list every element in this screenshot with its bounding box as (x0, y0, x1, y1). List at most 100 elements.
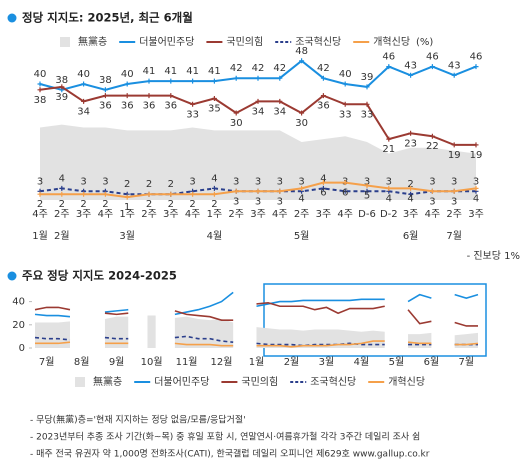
value-label: 2 (59, 199, 65, 210)
x-tick-label: 1주 (119, 209, 135, 220)
marker (408, 130, 414, 136)
marker (277, 188, 283, 194)
value-label: 36 (121, 101, 134, 112)
value-label: 3 (233, 176, 239, 187)
marker (429, 64, 435, 70)
value-label: 3 (255, 196, 261, 207)
marker (146, 78, 152, 84)
y-tick-label: 20 (12, 320, 25, 331)
annotation: - 진보당 1% (467, 250, 520, 262)
value-label: 2 (211, 199, 217, 210)
highlight-box (263, 283, 487, 357)
legend-label: 개혁신당 (373, 36, 410, 48)
month-label: 7월 (459, 356, 475, 368)
value-label: 3 (386, 176, 392, 187)
x-tick-label: 4주 (98, 209, 114, 220)
value-label: 4 (407, 193, 413, 204)
month-label: 11월 (176, 356, 198, 368)
value-label: 3 (451, 176, 457, 187)
marker (190, 191, 196, 197)
value-label: 6 (342, 188, 348, 199)
marker (255, 188, 261, 194)
x-tick-label: 4주 (337, 209, 353, 220)
value-label: 41 (164, 66, 177, 77)
value-label: 39 (361, 72, 374, 83)
value-label: 2 (102, 199, 108, 210)
y-tick-label: 0 (19, 343, 25, 354)
month-label: 7월 (39, 356, 55, 368)
value-label: 36 (317, 101, 330, 112)
month-label: 12월 (211, 356, 233, 368)
x-tick-label: 4주 (32, 209, 48, 220)
value-label: 21 (382, 144, 395, 155)
x-tick-label: 2주 (228, 209, 244, 220)
marker (233, 75, 239, 81)
y-tick-label: 40 (12, 297, 25, 308)
value-label: 33 (361, 109, 374, 120)
value-label: 42 (230, 63, 243, 74)
month-label: 4월 (207, 230, 223, 242)
x-tick-label: 4주 (425, 209, 441, 220)
value-label: 2 (407, 179, 413, 190)
marker (408, 185, 414, 191)
marker (233, 188, 239, 194)
marker (342, 101, 348, 107)
x-tick-label: 2주 (294, 209, 310, 220)
marker (320, 75, 326, 81)
value-label: 2 (124, 179, 130, 190)
value-label: 40 (77, 69, 90, 80)
month-label: 6월 (424, 356, 440, 368)
value-label: 2 (168, 179, 174, 190)
legend-label: 조국혁신당 (310, 376, 356, 388)
value-label: 19 (448, 150, 461, 161)
x-tick-label: D-2 (380, 209, 398, 220)
marker (211, 185, 217, 191)
marker (59, 84, 65, 90)
month-label: 1월 (249, 356, 265, 368)
value-label: 4 (59, 173, 65, 184)
marker (277, 98, 283, 104)
value-label: 4 (386, 193, 392, 204)
value-label: 42 (252, 63, 265, 74)
value-label: 3 (298, 176, 304, 187)
value-label: 46 (382, 52, 395, 63)
marker (320, 93, 326, 99)
marker (102, 191, 108, 197)
value-label: 3 (451, 196, 457, 207)
value-label: 34 (77, 106, 90, 117)
marker (168, 78, 174, 84)
value-label: 34 (252, 106, 265, 117)
value-label: 33 (339, 109, 352, 120)
marker (146, 93, 152, 99)
marker (386, 64, 392, 70)
marker (473, 185, 479, 191)
value-label: 3 (37, 176, 43, 187)
month-label: 2월 (54, 230, 70, 242)
value-label: 38 (55, 75, 68, 86)
x-tick-label: 3주 (468, 209, 484, 220)
legend-label: 개혁신당 (388, 376, 425, 388)
marker (386, 185, 392, 191)
bullet (7, 13, 17, 23)
value-label: 36 (99, 101, 112, 112)
marker (37, 87, 43, 93)
value-label: 48 (295, 46, 308, 57)
marker (364, 101, 370, 107)
value-label: 41 (186, 66, 199, 77)
month-label: 9월 (109, 356, 125, 368)
value-label: 41 (143, 66, 156, 77)
marker (408, 191, 414, 197)
marker (102, 93, 108, 99)
value-label: 3 (429, 176, 435, 187)
legend-label: 조국혁신당 (295, 36, 341, 48)
x-tick-label: 1주 (207, 209, 223, 220)
value-label: 2 (146, 199, 152, 210)
line (34, 301, 478, 327)
marker (59, 185, 65, 191)
marker (102, 87, 108, 93)
value-label: 3 (233, 196, 239, 207)
value-label: 36 (143, 101, 156, 112)
marker (451, 72, 457, 78)
x-tick-label: 2주 (141, 209, 157, 220)
marker (255, 98, 261, 104)
